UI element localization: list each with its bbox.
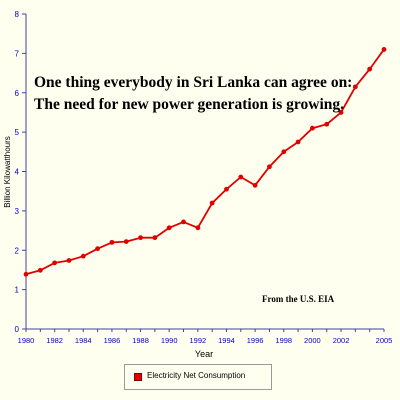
headline-line-2: The need for new power generation is gro… (34, 96, 344, 113)
data-point (37, 267, 43, 273)
data-point (338, 110, 344, 115)
data-point (324, 121, 330, 127)
y-tick-label: 4 (15, 168, 20, 177)
x-axis-title: Year (195, 349, 213, 359)
x-tick-label: 2005 (376, 336, 393, 345)
data-point (252, 182, 258, 188)
data-point (224, 186, 229, 192)
x-tick-label: 1992 (189, 336, 206, 345)
x-tick-label: 1984 (75, 336, 92, 345)
data-point (80, 253, 86, 259)
y-tick-label: 2 (15, 246, 20, 255)
x-tick-label: 1990 (161, 336, 178, 345)
data-point (195, 225, 201, 231)
data-point (123, 239, 129, 244)
y-tick-label: 7 (15, 49, 20, 58)
data-point (109, 239, 115, 245)
data-point (352, 84, 358, 90)
x-tick-label: 2002 (333, 336, 350, 345)
y-tick-label: 3 (15, 207, 20, 216)
data-point (152, 235, 158, 241)
x-tick-label: 1988 (132, 336, 149, 345)
x-tick-label: 1982 (46, 336, 63, 345)
data-point (66, 258, 72, 263)
data-point (52, 260, 58, 266)
y-tick-label: 0 (15, 325, 20, 334)
legend-swatch (134, 373, 142, 381)
y-tick-label: 6 (15, 89, 20, 98)
data-point (295, 139, 301, 145)
data-point (138, 235, 143, 241)
data-point (238, 174, 244, 180)
x-tick-label: 1994 (218, 336, 235, 345)
data-point (95, 246, 100, 252)
headline-line-1: One thing everybody in Sri Lanka can agr… (34, 74, 353, 91)
x-tick-label: 1986 (104, 336, 121, 345)
x-tick-label: 2000 (304, 336, 321, 345)
data-point (310, 125, 315, 131)
data-point (209, 200, 215, 206)
x-tick-label: 1998 (275, 336, 292, 345)
y-tick-label: 1 (15, 286, 20, 295)
x-tick-label: 1996 (247, 336, 264, 345)
y-axis-title: Billion Kilowatthours (3, 136, 12, 208)
data-point (381, 47, 387, 52)
data-point (166, 225, 172, 231)
chart-annotation-headline: One thing everybody in Sri Lanka can agr… (34, 72, 394, 116)
data-point (281, 149, 287, 155)
data-point (367, 66, 373, 72)
data-point (181, 219, 186, 225)
plot-area (26, 14, 384, 329)
legend: Electricity Net Consumption (124, 364, 272, 390)
legend-label: Electricity Net Consumption (147, 371, 246, 380)
y-tick-label: 5 (15, 128, 20, 137)
source-note: From the U.S. EIA (262, 294, 335, 304)
y-tick-label: 8 (15, 10, 20, 19)
series-line (25, 48, 385, 276)
x-tick-label: 1980 (18, 336, 35, 345)
data-point (267, 164, 272, 170)
data-point (23, 271, 29, 277)
